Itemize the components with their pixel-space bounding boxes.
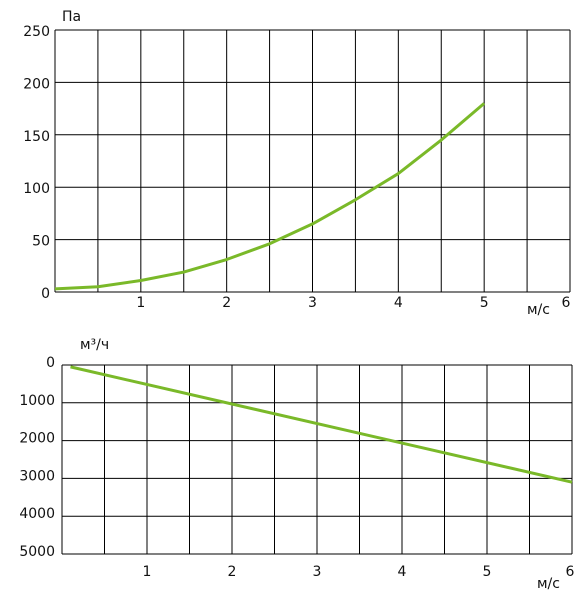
y-tick-label: 3000: [19, 468, 55, 484]
x-tick-label: 5: [480, 295, 489, 311]
x-tick-label: 5: [483, 564, 492, 580]
x-axis-label: м/с: [527, 302, 550, 318]
x-axis-label: м/с: [537, 576, 560, 592]
x-tick-label: 2: [228, 564, 237, 580]
y-tick-label: 200: [23, 76, 50, 92]
y-tick-label: 1000: [19, 393, 55, 409]
y-axis-label: м³/ч: [80, 337, 109, 353]
x-tick-label: 2: [222, 295, 231, 311]
y-tick-label: 2000: [19, 431, 55, 447]
y-tick-label: 150: [23, 129, 50, 145]
y-tick-label: 50: [32, 234, 50, 250]
x-tick-label: 4: [398, 564, 407, 580]
y-axis-label: Па: [62, 9, 81, 25]
x-tick-label: 3: [313, 564, 322, 580]
y-tick-label: 4000: [19, 506, 55, 522]
y-tick-label: 0: [41, 286, 50, 302]
x-tick-label: 6: [562, 295, 571, 311]
x-tick-label: 1: [136, 295, 145, 311]
x-tick-label: 3: [308, 295, 317, 311]
y-tick-label: 100: [23, 181, 50, 197]
data-line: [70, 365, 573, 484]
y-tick-label: 0: [46, 355, 55, 371]
x-tick-label: 6: [566, 564, 575, 580]
x-tick-label: 1: [143, 564, 152, 580]
y-tick-label: 250: [23, 24, 50, 40]
data-line: [54, 102, 486, 291]
y-tick-label: 5000: [19, 544, 55, 560]
x-tick-label: 4: [394, 295, 403, 311]
